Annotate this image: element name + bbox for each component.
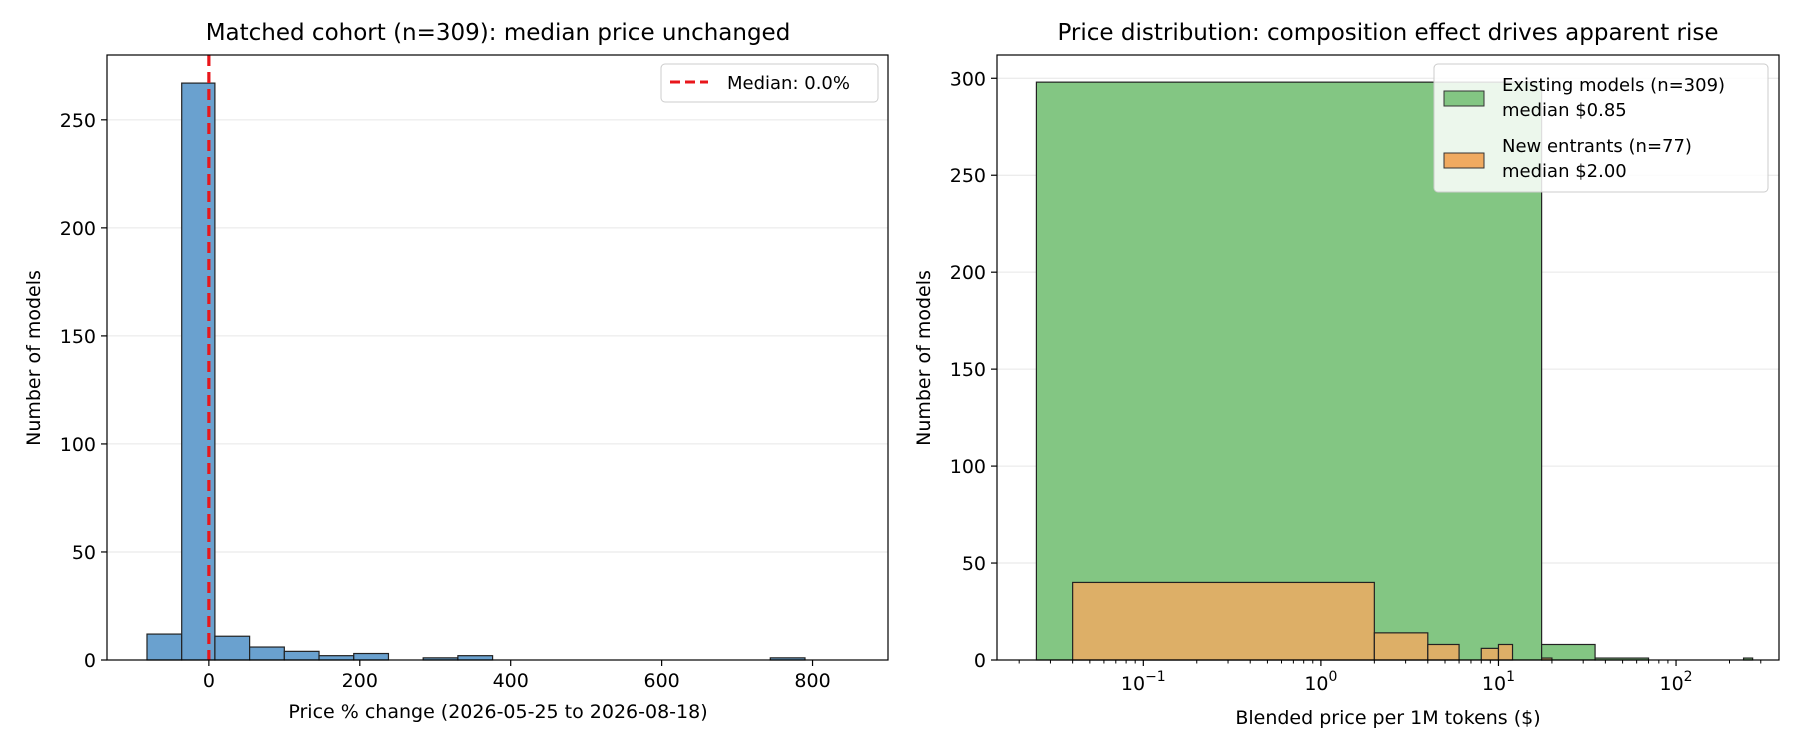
right-y-axis-label: Number of models [913, 270, 935, 446]
left-x-tick-label: 200 [342, 670, 378, 692]
right-x-tick-label: 100 [1304, 669, 1337, 695]
left-chart-title: Matched cohort (n=309): median price unc… [206, 20, 791, 46]
left-y-tick-label: 50 [72, 542, 96, 564]
left-histogram-bar [283, 650, 320, 661]
right-x-axis-label: Blended price per 1M tokens ($) [1235, 707, 1540, 729]
right-legend: Existing models (n=309) median $0.85 New… [1433, 63, 1769, 193]
left-gridlines [107, 119, 888, 661]
left-legend: Median: 0.0% [660, 63, 879, 103]
left-x-tick-label: 600 [643, 670, 679, 692]
left-y-tick-label: 0 [84, 650, 96, 672]
left-y-tick-label: 100 [60, 434, 96, 456]
right-new-entrant-bar [1497, 643, 1514, 661]
left-y-axis-label: Number of models [23, 270, 45, 446]
right-chart: Price distribution: composition effect d… [913, 20, 1780, 729]
left-y-ticks: 0 50 100 150 200 250 [60, 110, 107, 672]
right-legend-new-swatch [1443, 152, 1485, 169]
right-y-tick-label: 100 [950, 456, 986, 478]
left-x-ticks: 0 200 400 600 800 [203, 660, 831, 692]
left-histogram-bar [214, 635, 251, 661]
right-new-entrant-bar [1427, 643, 1460, 661]
right-x-tick-label: 102 [1659, 669, 1692, 695]
left-x-tick-label: 400 [493, 670, 529, 692]
left-legend-median-label: Median: 0.0% [727, 73, 850, 94]
right-legend-box [1433, 63, 1769, 193]
right-legend-new-label: New entrants (n=77) [1502, 136, 1692, 157]
right-new-entrant-bar [1072, 581, 1375, 661]
left-y-tick-label: 250 [60, 110, 96, 132]
left-histogram-bar [146, 633, 183, 661]
left-x-axis-label: Price % change (2026-05-25 to 2026-08-18… [288, 701, 707, 723]
right-chart-title: Price distribution: composition effect d… [1057, 20, 1718, 46]
right-legend-new-median: median $2.00 [1502, 161, 1627, 182]
right-y-ticks: 0 50 100 150 200 250 300 [950, 68, 997, 672]
left-bars [146, 82, 806, 661]
right-y-tick-label: 250 [950, 165, 986, 187]
right-y-tick-label: 300 [950, 68, 986, 90]
right-y-tick-label: 150 [950, 359, 986, 381]
left-histogram-bar [457, 655, 494, 661]
left-histogram-bar [318, 655, 355, 661]
right-y-tick-label: 0 [974, 650, 986, 672]
left-y-tick-label: 200 [60, 218, 96, 240]
left-histogram-bar [353, 652, 390, 661]
right-x-tick-label: 101 [1482, 669, 1515, 695]
right-new-entrant-bar [1373, 632, 1429, 661]
left-histogram-bar [249, 646, 285, 661]
right-y-tick-label: 200 [950, 262, 986, 284]
right-legend-existing-label: Existing models (n=309) [1502, 75, 1725, 96]
right-legend-existing-median: median $0.85 [1502, 100, 1627, 121]
left-x-tick-label: 800 [794, 670, 830, 692]
left-plot-frame [106, 54, 889, 661]
left-x-tick-label: 0 [203, 670, 215, 692]
left-y-tick-label: 150 [60, 326, 96, 348]
right-new-entrant-bar [1480, 647, 1500, 661]
right-legend-existing-swatch [1443, 90, 1485, 107]
right-x-tick-label: 10−1 [1121, 669, 1166, 695]
right-y-tick-label: 50 [962, 553, 986, 575]
right-plot-frame [996, 54, 1780, 661]
right-x-ticks: 10−1 100 101 102 [1018, 660, 1762, 695]
left-legend-box [660, 63, 879, 103]
left-chart: Matched cohort (n=309): median price unc… [23, 20, 889, 723]
